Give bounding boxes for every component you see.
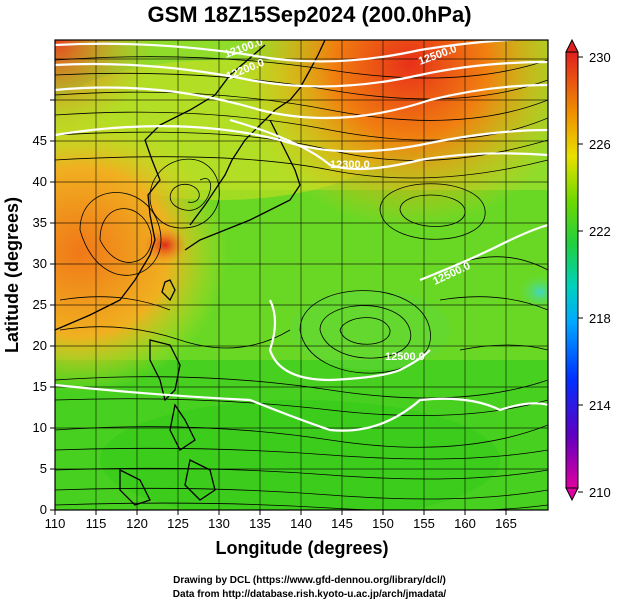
- y-tick-label: 40: [33, 174, 47, 189]
- colorbar-label: 226: [589, 137, 611, 152]
- credit-data: Data from http://database.rish.kyoto-u.a…: [172, 589, 447, 600]
- x-tick-label: 130: [208, 516, 230, 531]
- colorbar-label: 230: [589, 50, 611, 65]
- colorbar-label: 214: [589, 398, 611, 413]
- colorbar-label: 210: [589, 485, 611, 500]
- x-tick-label: 165: [495, 516, 517, 531]
- map-title: GSM 18Z15Sep2024 (200.0hPa): [147, 2, 472, 27]
- x-tick-label: 110: [45, 516, 66, 531]
- x-tick-label: 150: [372, 516, 394, 531]
- x-tick-label: 135: [249, 516, 271, 531]
- coastlines: [55, 40, 326, 506]
- y-tick-label: 20: [33, 338, 47, 353]
- contour-label: 12500.0: [385, 351, 425, 363]
- y-tick-label: 45: [33, 133, 47, 148]
- credit-drawing: Drawing by DCL (https://www.gfd-dennou.o…: [173, 575, 446, 586]
- y-tick-label: 15: [33, 379, 47, 394]
- x-axis: 110 115 120 125 130 135 140 145 150 155 …: [45, 510, 517, 558]
- graticule: [55, 40, 548, 510]
- x-tick-label: 145: [331, 516, 353, 531]
- y-tick-label: 25: [33, 297, 47, 312]
- y-tick-label: 10: [33, 420, 47, 435]
- x-tick-label: 155: [413, 516, 435, 531]
- y-tick-label: 35: [33, 215, 47, 230]
- contour-label: 12300.0: [330, 159, 370, 171]
- x-tick-label: 160: [454, 516, 476, 531]
- x-axis-title: Longitude (degrees): [215, 538, 388, 558]
- y-tick-label: 5: [40, 461, 47, 476]
- y-axis-title: Latitude (degrees): [2, 197, 22, 353]
- colorbar: 230 226 222 218 214 210: [565, 38, 611, 502]
- colorbar-label: 218: [589, 311, 611, 326]
- x-tick-label: 115: [86, 516, 107, 531]
- x-tick-label: 125: [167, 516, 189, 531]
- geopotential-contours: [55, 40, 548, 432]
- colorbar-label: 222: [589, 224, 611, 239]
- x-tick-label: 140: [290, 516, 312, 531]
- y-tick-label: 0: [40, 502, 47, 517]
- y-tick-label: 30: [33, 256, 47, 271]
- y-axis: 0 5 10 15 20 25 30 35 40 45 Latitude (de…: [2, 99, 55, 517]
- x-tick-label: 120: [126, 516, 148, 531]
